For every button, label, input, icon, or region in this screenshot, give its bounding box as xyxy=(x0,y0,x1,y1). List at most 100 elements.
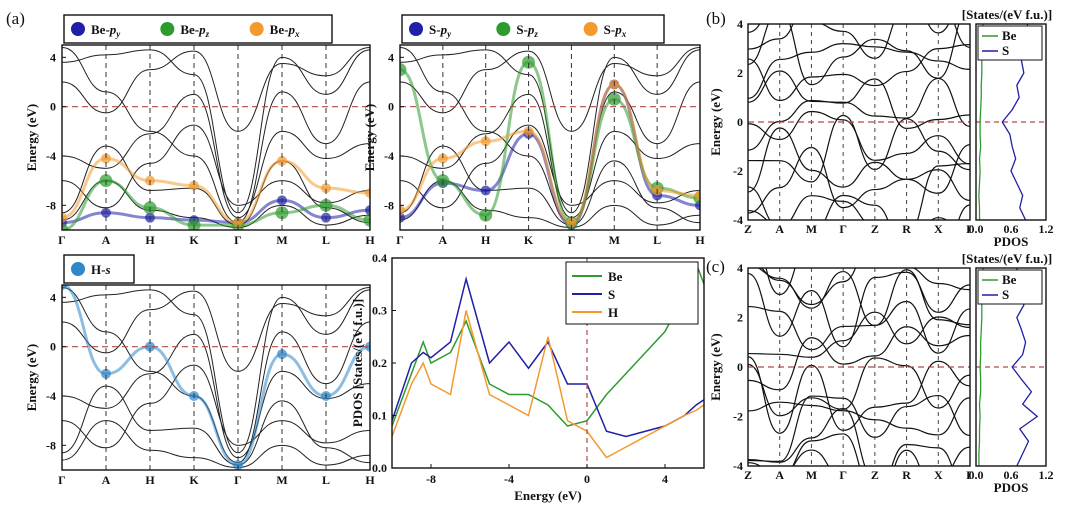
be-p-bands-point-2-7 xyxy=(365,188,370,198)
band-c-xtick-2: M xyxy=(806,468,817,482)
h-s-bands-point-0-0 xyxy=(62,285,67,290)
band-c-bands xyxy=(748,268,970,466)
s-p-bands-ytick-1: 0 xyxy=(388,100,394,114)
h-s-bands-xtick-3: K xyxy=(189,473,199,487)
band-b-ytick-2: 0 xyxy=(737,115,743,129)
s-p-bands-legend-label-1-sub: z xyxy=(533,29,538,39)
pdos-c-legend-label-1: S xyxy=(1002,287,1009,302)
be-p-bands-xtick-3: K xyxy=(189,233,199,247)
total-pdos-ylabel: PDOS [States/(eV f.u.)] xyxy=(350,299,365,427)
s-p-bands-ytick-2: -4 xyxy=(384,149,394,163)
be-p-bands-legend-label-2-sub: x xyxy=(294,29,300,39)
pdos-b-xtick-2: 1.2 xyxy=(1039,222,1054,236)
h-s-bands-band-line-1 xyxy=(62,333,370,459)
band-b-band-line-11 xyxy=(748,24,960,86)
band-b-ytick-4: -4 xyxy=(733,213,743,227)
s-p-bands-xtick-1: A xyxy=(439,233,448,247)
band-c-band-line-12 xyxy=(761,268,970,306)
s-p-bands-series-2 xyxy=(400,82,700,225)
pdos-b-legend-label-0: Be xyxy=(1002,28,1017,43)
be-p-bands-legend-label-1-base: Be- xyxy=(180,22,199,37)
s-p-bands-xtick-3: K xyxy=(524,233,534,247)
s-p-bands-legend-label-1-orb: p xyxy=(527,22,535,37)
be-p-bands-legend-label-2: Be-px xyxy=(270,22,300,39)
band-b-band-line-10 xyxy=(748,44,970,102)
band-c-frame xyxy=(747,267,971,467)
be-p-bands-legend-marker-1 xyxy=(160,22,175,36)
s-p-bands-legend-label-1: S-pz xyxy=(516,22,538,39)
band-c-band-line-3 xyxy=(748,394,970,463)
h-s-bands-bands xyxy=(62,285,370,470)
be-p-bands-frame xyxy=(61,44,371,231)
band-b-band-line-2 xyxy=(748,162,970,220)
band-c-band-line-11 xyxy=(757,268,970,327)
band-b-xtick-7: Γ xyxy=(966,222,974,236)
h-s-bands-xtick-1: A xyxy=(102,473,111,487)
be-p-bands-band-line-2 xyxy=(62,124,370,209)
h-s-bands-xtick-4: Γ xyxy=(234,473,242,487)
h-s-bands-band-line-5 xyxy=(62,289,370,454)
h-s-bands-ytick-1: 0 xyxy=(50,340,56,354)
total-pdos: 0.0 0.1 0.2 0.3 0.4 -8 -4 0 4 Energy (eV) PDOS [St… xyxy=(350,251,705,503)
be-p-bands-legend: Be-py Be-pz Be-px xyxy=(63,14,333,44)
pdos-b-legend-label-1: S xyxy=(1002,43,1009,58)
band-b-ytick-0: 4 xyxy=(737,17,743,31)
band-c-xtick-4: Z xyxy=(871,468,879,482)
total-pdos-ytick-2: 0.2 xyxy=(372,356,387,370)
band-c-xtick-7: Γ xyxy=(966,468,974,482)
be-p-bands-legend-marker-2 xyxy=(249,22,264,36)
be-p-bands-point-0-7 xyxy=(365,205,370,216)
band-c-ytick-1: 2 xyxy=(737,311,743,325)
band-c-ytick-3: -2 xyxy=(733,410,743,424)
band-c-band-line-2 xyxy=(748,407,970,466)
be-p-bands-xtick-6: L xyxy=(322,233,330,247)
h-s-bands-legend-label-0-base: H- xyxy=(91,262,105,277)
band-c-band-line-7 xyxy=(748,326,970,391)
s-p-bands-legend-label-0-orb: p xyxy=(440,22,448,37)
total-pdos-legend-label-0: Be xyxy=(608,269,623,284)
band-c-xtick-5: R xyxy=(902,468,911,482)
s-p-bands-point-2-0 xyxy=(400,205,405,216)
s-p-bands-legend: S-py S-pz S-px xyxy=(401,14,665,44)
band-b-band-line-3 xyxy=(748,146,970,214)
be-p-bands-xtick-7: H xyxy=(365,233,375,247)
band-b-xtick-3: Γ xyxy=(839,222,847,236)
s-p-bands-point-2-3 xyxy=(523,126,534,137)
band-c-ylabel: Energy (eV) xyxy=(708,333,723,401)
pdos-c-xtick-2: 1.2 xyxy=(1039,468,1054,482)
band-c-xtick-1: A xyxy=(775,468,784,482)
s-p-bands-band-line-0 xyxy=(400,46,700,132)
be-p-bands-legend-label-2-base: Be- xyxy=(270,22,289,37)
band-b-xtick-2: M xyxy=(806,222,817,236)
be-p-bands-band-line-3 xyxy=(62,46,370,224)
s-p-bands-bands xyxy=(400,46,700,230)
s-p-bands-point-2-1 xyxy=(437,153,448,164)
h-s-bands-legend-label-0-orb: s xyxy=(104,262,110,277)
s-p-bands-ytick-3: -8 xyxy=(384,198,394,212)
h-s-bands-ylabel: Energy (eV) xyxy=(24,344,39,412)
total-pdos-ytick-1: 0.1 xyxy=(372,409,387,423)
h-s-bands-point-0-1 xyxy=(101,368,111,379)
s-p-bands-legend-label-2: S-px xyxy=(604,22,627,39)
s-p-bands-legend-marker-2 xyxy=(583,22,598,36)
be-p-bands-bands xyxy=(62,46,370,230)
pdos-c-legend: BeS xyxy=(977,269,1043,305)
s-p-bands-xtick-2: H xyxy=(481,233,491,247)
band-b-xtick-6: X xyxy=(934,222,943,236)
total-pdos-legend-label-2: H xyxy=(608,305,618,320)
total-pdos-xtick-0: -8 xyxy=(426,472,436,486)
be-p-bands-ytick-2: -4 xyxy=(46,149,56,163)
s-p-bands-xtick-5: M xyxy=(609,233,620,247)
band-c-xtick-6: X xyxy=(934,468,943,482)
h-s-bands-ytick-3: -8 xyxy=(46,438,56,452)
s-p-bands-point-1-2 xyxy=(479,208,493,222)
panel-label-a: (a) xyxy=(6,9,25,28)
band-c-xtick-0: Z xyxy=(744,468,752,482)
s-p-bands-point-2-4 xyxy=(566,217,577,228)
pdos-c: [States/(eV f.u.)] 0.0 0.6 1.2 PDOS BeS xyxy=(962,251,1054,495)
band-b-band-line-13 xyxy=(748,24,950,50)
total-pdos-xtick-2: 0 xyxy=(584,472,590,486)
pdos-c-xlabel: PDOS xyxy=(994,480,1029,495)
be-p-bands-ytick-0: 4 xyxy=(50,50,56,64)
